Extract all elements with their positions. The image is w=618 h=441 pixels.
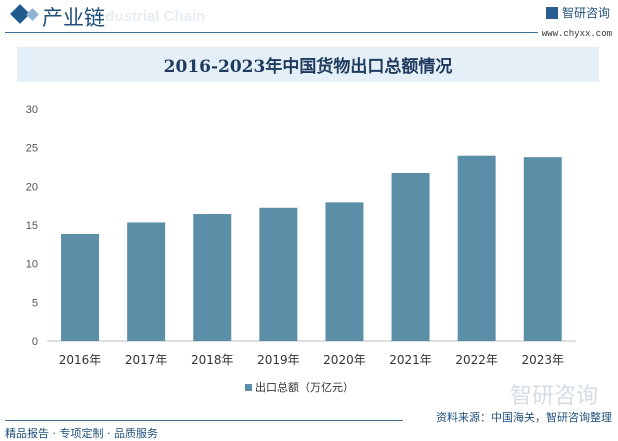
bar xyxy=(193,214,232,341)
section-title: 产业链 xyxy=(42,6,105,30)
x-tick-label: 2021年 xyxy=(389,353,432,367)
bar xyxy=(259,207,298,341)
brand-logo-icon xyxy=(545,6,558,19)
bar xyxy=(391,172,430,341)
brand-name: 智研咨询 xyxy=(561,6,610,20)
bar xyxy=(457,155,496,341)
y-tick-label: 30 xyxy=(26,104,38,116)
x-tick-label: 2016年 xyxy=(59,353,102,367)
bar xyxy=(523,157,562,341)
y-tick-label: 25 xyxy=(26,143,38,155)
header-divider xyxy=(5,32,538,33)
y-tick-label: 20 xyxy=(26,181,38,193)
y-tick-label: 10 xyxy=(26,259,38,271)
footer-divider xyxy=(5,420,403,421)
y-tick-label: 5 xyxy=(32,297,38,309)
source-note: 资料来源：中国海关，智研咨询整理 xyxy=(436,411,612,424)
x-tick-label: 2020年 xyxy=(323,353,366,367)
bar xyxy=(127,222,166,341)
brand-logo: 智研咨询 xyxy=(545,4,610,21)
x-tick-label: 2023年 xyxy=(521,353,564,367)
x-tick-label: 2019年 xyxy=(257,353,300,367)
bar xyxy=(61,233,100,341)
watermark-logo: 智研咨询 xyxy=(509,384,598,409)
y-tick-label: 0 xyxy=(32,336,38,348)
bar xyxy=(325,202,364,341)
brand-url: www.chyxx.com xyxy=(541,29,612,39)
y-tick-label: 15 xyxy=(26,220,38,232)
x-tick-label: 2017年 xyxy=(125,353,168,367)
x-tick-label: 2022年 xyxy=(455,353,498,367)
legend: 出口总额（万亿元） xyxy=(245,379,354,395)
legend-swatch xyxy=(245,383,252,391)
chart-title: 2016-2023年中国货物出口总额情况 xyxy=(17,47,599,82)
legend-label: 出口总额（万亿元） xyxy=(255,381,354,394)
x-tick-label: 2018年 xyxy=(191,353,234,367)
footer-slogan: 精品报告 · 专项定制 · 品质服务 xyxy=(5,427,158,440)
